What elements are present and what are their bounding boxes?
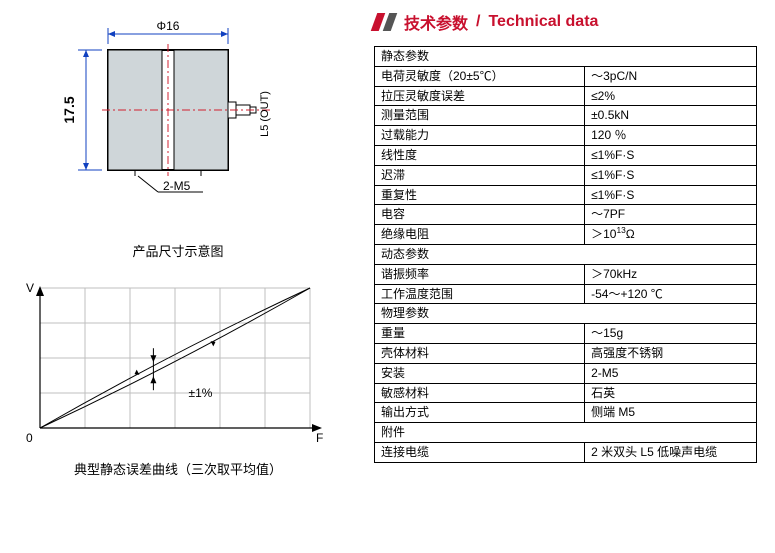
table-row: 拉压灵敏度误差≤2% bbox=[375, 86, 757, 106]
table-row: 安装2-M5 bbox=[375, 363, 757, 383]
spec-label: 拉压灵敏度误差 bbox=[375, 86, 585, 106]
table-row: 迟滞≤1%F·S bbox=[375, 165, 757, 185]
spec-label: 安装 bbox=[375, 363, 585, 383]
title-zh: 技术参数 bbox=[404, 10, 468, 34]
spec-value: ～7PF bbox=[585, 205, 757, 225]
spec-label: 连接电缆 bbox=[375, 442, 585, 462]
table-header-cell: 附件 bbox=[375, 423, 757, 443]
table-row: 过载能力120 ％ bbox=[375, 126, 757, 146]
error-chart: ±1% V 0 F bbox=[18, 278, 338, 451]
spec-value: ≤1%F·S bbox=[585, 145, 757, 165]
table-row: 静态参数 bbox=[375, 47, 757, 67]
dimension-svg: Φ16 17.5 2-M5 L5 (OUT) bbox=[28, 10, 328, 230]
svg-text:17.5: 17.5 bbox=[61, 96, 77, 123]
spec-value: ≤1%F·S bbox=[585, 165, 757, 185]
table-row: 电容～7PF bbox=[375, 205, 757, 225]
spec-value: 2-M5 bbox=[585, 363, 757, 383]
spec-value: ±0.5kN bbox=[585, 106, 757, 126]
svg-text:F: F bbox=[316, 431, 323, 445]
spec-label: 电容 bbox=[375, 205, 585, 225]
spec-label: 测量范围 bbox=[375, 106, 585, 126]
table-row: 物理参数 bbox=[375, 304, 757, 324]
spec-value: -54～+120 ℃ bbox=[585, 284, 757, 304]
error-chart-svg: ±1% V 0 F bbox=[18, 278, 338, 448]
spec-value: ＞1013Ω bbox=[585, 225, 757, 245]
table-row: 工作温度范围-54～+120 ℃ bbox=[375, 284, 757, 304]
spec-value: ＞70kHz bbox=[585, 264, 757, 284]
spec-value: ≤2% bbox=[585, 86, 757, 106]
table-row: 壳体材料高强度不锈钢 bbox=[375, 343, 757, 363]
spec-label: 敏感材料 bbox=[375, 383, 585, 403]
svg-text:±1%: ±1% bbox=[189, 386, 213, 400]
spec-label: 重量 bbox=[375, 324, 585, 344]
svg-text:Φ16: Φ16 bbox=[157, 19, 180, 33]
svg-text:2-M5: 2-M5 bbox=[163, 179, 191, 193]
dimension-caption: 产品尺寸示意图 bbox=[18, 241, 338, 260]
dimension-diagram: Φ16 17.5 2-M5 L5 (OUT) bbox=[18, 10, 338, 233]
error-chart-caption: 典型静态误差曲线（三次取平均值） bbox=[18, 459, 338, 478]
svg-text:V: V bbox=[26, 281, 34, 295]
title-separator: / bbox=[476, 13, 480, 31]
spec-value: 120 ％ bbox=[585, 126, 757, 146]
spec-value: ≤1%F·S bbox=[585, 185, 757, 205]
spec-label: 线性度 bbox=[375, 145, 585, 165]
title-en: Technical data bbox=[488, 13, 598, 31]
spec-label: 过载能力 bbox=[375, 126, 585, 146]
spec-value: ～3pC/N bbox=[585, 66, 757, 86]
spec-label: 重复性 bbox=[375, 185, 585, 205]
spec-value: 石英 bbox=[585, 383, 757, 403]
table-header-cell: 静态参数 bbox=[375, 47, 757, 67]
table-row: 连接电缆2 米双头 L5 低噪声电缆 bbox=[375, 442, 757, 462]
spec-value: ～15g bbox=[585, 324, 757, 344]
table-row: 动态参数 bbox=[375, 244, 757, 264]
spec-label: 迟滞 bbox=[375, 165, 585, 185]
spec-label: 工作温度范围 bbox=[375, 284, 585, 304]
spec-table: 静态参数电荷灵敏度（20±5℃）～3pC/N拉压灵敏度误差≤2%测量范围±0.5… bbox=[374, 46, 757, 463]
spec-value: 侧端 M5 bbox=[585, 403, 757, 423]
table-row: 电荷灵敏度（20±5℃）～3pC/N bbox=[375, 66, 757, 86]
spec-label: 输出方式 bbox=[375, 403, 585, 423]
spec-label: 谐振频率 bbox=[375, 264, 585, 284]
spec-label: 电荷灵敏度（20±5℃） bbox=[375, 66, 585, 86]
table-row: 重复性≤1%F·S bbox=[375, 185, 757, 205]
table-row: 绝缘电阻＞1013Ω bbox=[375, 225, 757, 245]
table-row: 附件 bbox=[375, 423, 757, 443]
decor-slash-icon bbox=[383, 13, 398, 31]
section-title: 技术参数 / Technical data bbox=[374, 10, 757, 34]
table-row: 测量范围±0.5kN bbox=[375, 106, 757, 126]
spec-label: 壳体材料 bbox=[375, 343, 585, 363]
table-row: 谐振频率＞70kHz bbox=[375, 264, 757, 284]
table-row: 输出方式侧端 M5 bbox=[375, 403, 757, 423]
table-row: 重量～15g bbox=[375, 324, 757, 344]
spec-value: 2 米双头 L5 低噪声电缆 bbox=[585, 442, 757, 462]
spec-label: 绝缘电阻 bbox=[375, 225, 585, 245]
svg-text:L5 (OUT): L5 (OUT) bbox=[259, 91, 271, 137]
svg-text:0: 0 bbox=[26, 431, 33, 445]
table-header-cell: 物理参数 bbox=[375, 304, 757, 324]
table-row: 线性度≤1%F·S bbox=[375, 145, 757, 165]
spec-value: 高强度不锈钢 bbox=[585, 343, 757, 363]
table-header-cell: 动态参数 bbox=[375, 244, 757, 264]
table-row: 敏感材料石英 bbox=[375, 383, 757, 403]
